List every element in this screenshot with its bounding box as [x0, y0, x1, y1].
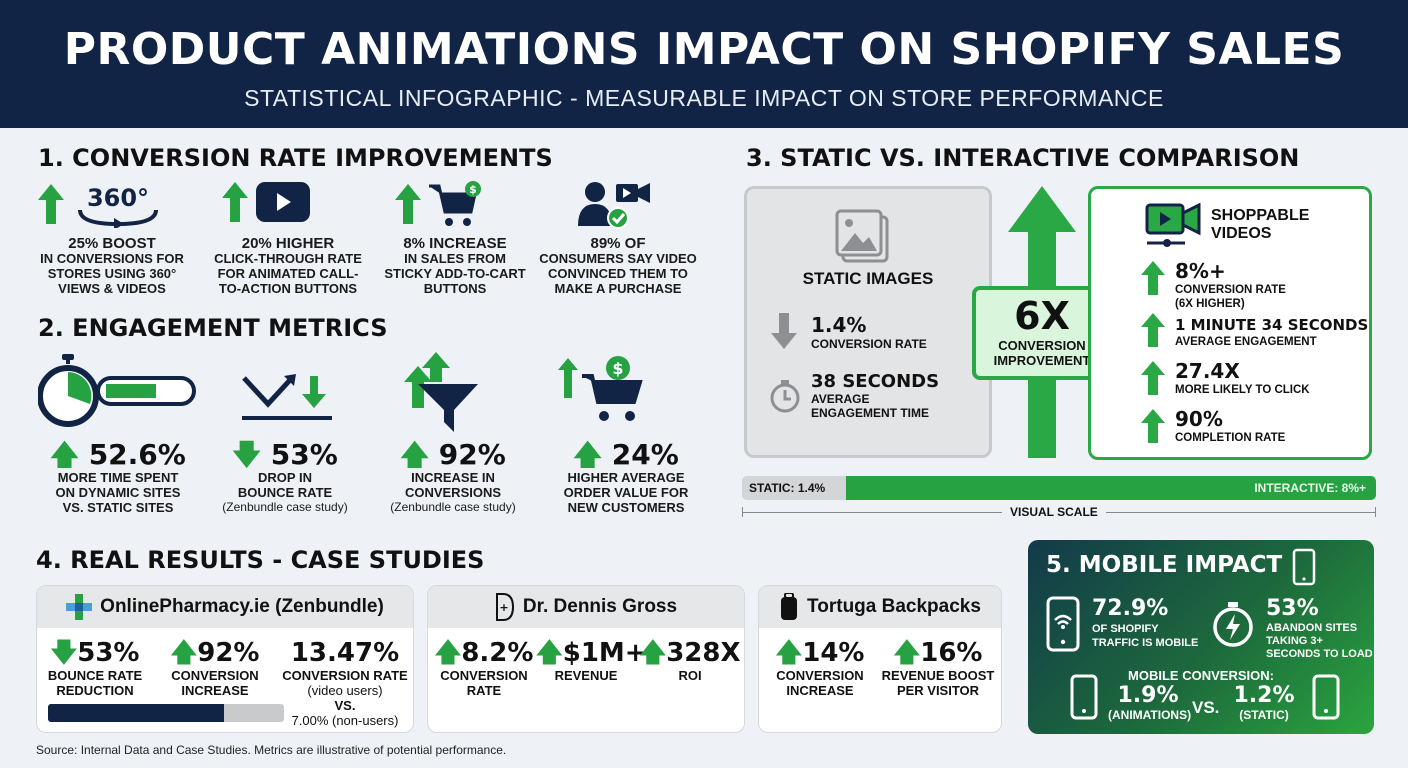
interactive-metric-1: 8%+ CONVERSION RATE (6X HIGHER) — [1175, 259, 1286, 310]
s2-item4: 🡅 24% HIGHER AVERAGE ORDER VALUE FOR NEW… — [563, 438, 689, 516]
static-metric-conversion: 1.4% CONVERSION RATE — [811, 313, 927, 351]
section5-title: 5. MOBILE IMPACT — [1046, 552, 1283, 578]
static-images-panel: STATIC IMAGES 1.4% CONVERSION RATE 38 SE… — [744, 186, 992, 458]
green-up-arrow-icon — [395, 184, 421, 224]
green-up-arrow-icon — [222, 182, 248, 222]
animations-conversion: 1.9% (ANIMATIONS) — [1108, 683, 1192, 723]
svg-text:$: $ — [469, 183, 477, 196]
smartphone-icon — [1070, 674, 1098, 720]
case2-stat1: 🡅8.2% CONVERSION RATE — [434, 638, 534, 698]
dr-dennis-gross-logo-icon: + — [495, 593, 514, 621]
section4-title: 4. REAL RESULTS - CASE STUDIES — [36, 546, 485, 574]
case-card-header: OnlinePharmacy.ie (Zenbundle) — [37, 586, 413, 628]
green-up-arrow-icon — [1141, 313, 1165, 347]
interactive-metric-2: 1 MINUTE 34 SECONDS AVERAGE ENGAGEMENT — [1175, 316, 1369, 348]
s2-item3: 🡅 92% INCREASE IN CONVERSIONS (Zenbundle… — [390, 438, 516, 515]
green-up-arrow-icon — [1141, 261, 1165, 295]
shoppable-videos-panel: SHOPPABLE VIDEOS 8%+ CONVERSION RATE (6X… — [1088, 186, 1372, 460]
case1-stat3: 13.47% CONVERSION RATE (video users) VS.… — [282, 638, 408, 728]
mobile-impact-panel: 5. MOBILE IMPACT 72.9% OF SHOPIFY TRAFFI… — [1028, 540, 1374, 734]
s1-item4-icons — [578, 180, 654, 232]
progress-fill — [48, 704, 224, 722]
case-card-header: + Dr. Dennis Gross — [428, 586, 744, 628]
cart-dollar-icon: $ — [558, 356, 643, 421]
case1-stat2: 🡅92% CONVERSION INCREASE — [170, 638, 260, 698]
mobile-traffic-stat: 72.9% OF SHOPIFY TRAFFIC IS MOBILE — [1092, 596, 1199, 649]
case3-stat1: 🡅14% CONVERSION INCREASE — [775, 638, 865, 698]
case2-stat2: 🡅$1M+ REVENUE — [536, 638, 647, 683]
green-up-arrow-icon — [38, 184, 64, 224]
360-view-icon: 360° — [78, 184, 158, 228]
shopping-cart-dollar-icon: $ — [429, 181, 481, 226]
smartphone-icon — [1292, 548, 1316, 586]
s2-item2: 🡇 53% DROP IN BOUNCE RATE (Zenbundle cas… — [222, 438, 348, 515]
vs-label: VS. — [1192, 698, 1220, 717]
s1-item1-text: 25% BOOST IN CONVERSIONS FOR STORES USIN… — [40, 235, 184, 296]
static-images-label: STATIC IMAGES — [802, 269, 934, 288]
play-button-icon — [256, 182, 310, 222]
green-up-arrow-icon — [1141, 409, 1165, 443]
s1-item2-icons — [222, 180, 312, 224]
gray-down-arrow-icon — [771, 313, 797, 349]
green-up-arrow-icon — [1141, 361, 1165, 395]
header-banner: PRODUCT ANIMATIONS IMPACT ON SHOPIFY SAL… — [0, 0, 1408, 128]
section1-title: 1. CONVERSION RATE IMPROVEMENTS — [38, 144, 553, 172]
interactive-metric-4: 90% COMPLETION RATE — [1175, 407, 1286, 444]
case2-stat3: 🡅328X ROI — [639, 638, 741, 683]
static-scale-bar: STATIC: 1.4% — [742, 476, 846, 500]
page-subtitle: STATISTICAL INFOGRAPHIC - MEASURABLE IMP… — [244, 85, 1164, 111]
s2-item1: 🡅 52.6% MORE TIME SPENT ON DYNAMIC SITES… — [50, 438, 186, 516]
funnel-icon — [404, 352, 478, 432]
s1-item2-text: 20% HIGHER CLICK-THROUGH RATE FOR ANIMAT… — [214, 235, 362, 296]
image-icon — [835, 209, 889, 263]
smartphone-icon — [1312, 674, 1340, 720]
visual-scale-caption: VISUAL SCALE — [1002, 505, 1106, 519]
case3-stat2: 🡅16% REVENUE BOOST PER VISITOR — [881, 638, 995, 698]
pharmacy-cross-icon — [66, 594, 93, 620]
svg-text:360°: 360° — [87, 184, 149, 212]
backpack-icon — [781, 593, 798, 620]
s1-item4-text: 89% OF CONSUMERS SAY VIDEO CONVINCED THE… — [539, 235, 697, 296]
bounce-chart-icon — [242, 374, 332, 420]
case-card-header: Tortuga Backpacks — [759, 586, 1001, 628]
case-card-dennis-gross: + Dr. Dennis Gross 🡅8.2% CONVERSION RATE… — [427, 585, 745, 733]
s1-item3-icons: $ — [395, 180, 483, 228]
shoppable-videos-label: SHOPPABLE VIDEOS — [1211, 207, 1310, 242]
s1-item1-icons: 360° — [38, 180, 166, 228]
static-conversion: 1.2% (STATIC) — [1233, 683, 1295, 723]
static-metric-engagement: 38 SECONDS AVERAGE ENGAGEMENT TIME — [811, 371, 940, 420]
source-footnote: Source: Internal Data and Case Studies. … — [36, 743, 507, 757]
case-card-tortuga: Tortuga Backpacks 🡅14% CONVERSION INCREA… — [758, 585, 1002, 733]
svg-text:+: + — [499, 601, 508, 614]
interactive-scale-bar: INTERACTIVE: 8%+ — [846, 476, 1376, 500]
page-title: PRODUCT ANIMATIONS IMPACT ON SHOPIFY SAL… — [63, 24, 1345, 75]
s1-item3-text: 8% INCREASE IN SALES FROM STICKY ADD-TO-… — [384, 235, 526, 296]
abandon-stat: 53% ABANDON SITES TAKING 3+ SECONDS TO L… — [1266, 596, 1373, 660]
case1-stat1: 🡇53% BOUNCE RATE REDUCTION — [47, 638, 143, 698]
stopwatch-lightning-icon — [1213, 602, 1253, 647]
mobile-conversion-title: MOBILE CONVERSION: — [1128, 668, 1274, 683]
scale-tick-left — [742, 507, 743, 517]
interactive-metric-3: 27.4X MORE LIKELY TO CLICK — [1175, 359, 1310, 396]
progress-track — [48, 704, 284, 722]
video-camera-icon — [1145, 203, 1201, 247]
section3-title: 3. STATIC VS. INTERACTIVE COMPARISON — [746, 144, 1300, 172]
svg-text:$: $ — [612, 359, 623, 378]
scale-tick-right — [1375, 507, 1376, 517]
section2-title: 2. ENGAGEMENT METRICS — [38, 314, 388, 342]
case-card-onlinepharmacy: OnlinePharmacy.ie (Zenbundle) 🡇53% BOUNC… — [36, 585, 414, 733]
user-video-check-icon — [578, 182, 650, 229]
phone-wifi-icon — [1046, 596, 1080, 652]
stopwatch-progress-icon — [38, 354, 196, 427]
stopwatch-icon — [770, 380, 800, 413]
